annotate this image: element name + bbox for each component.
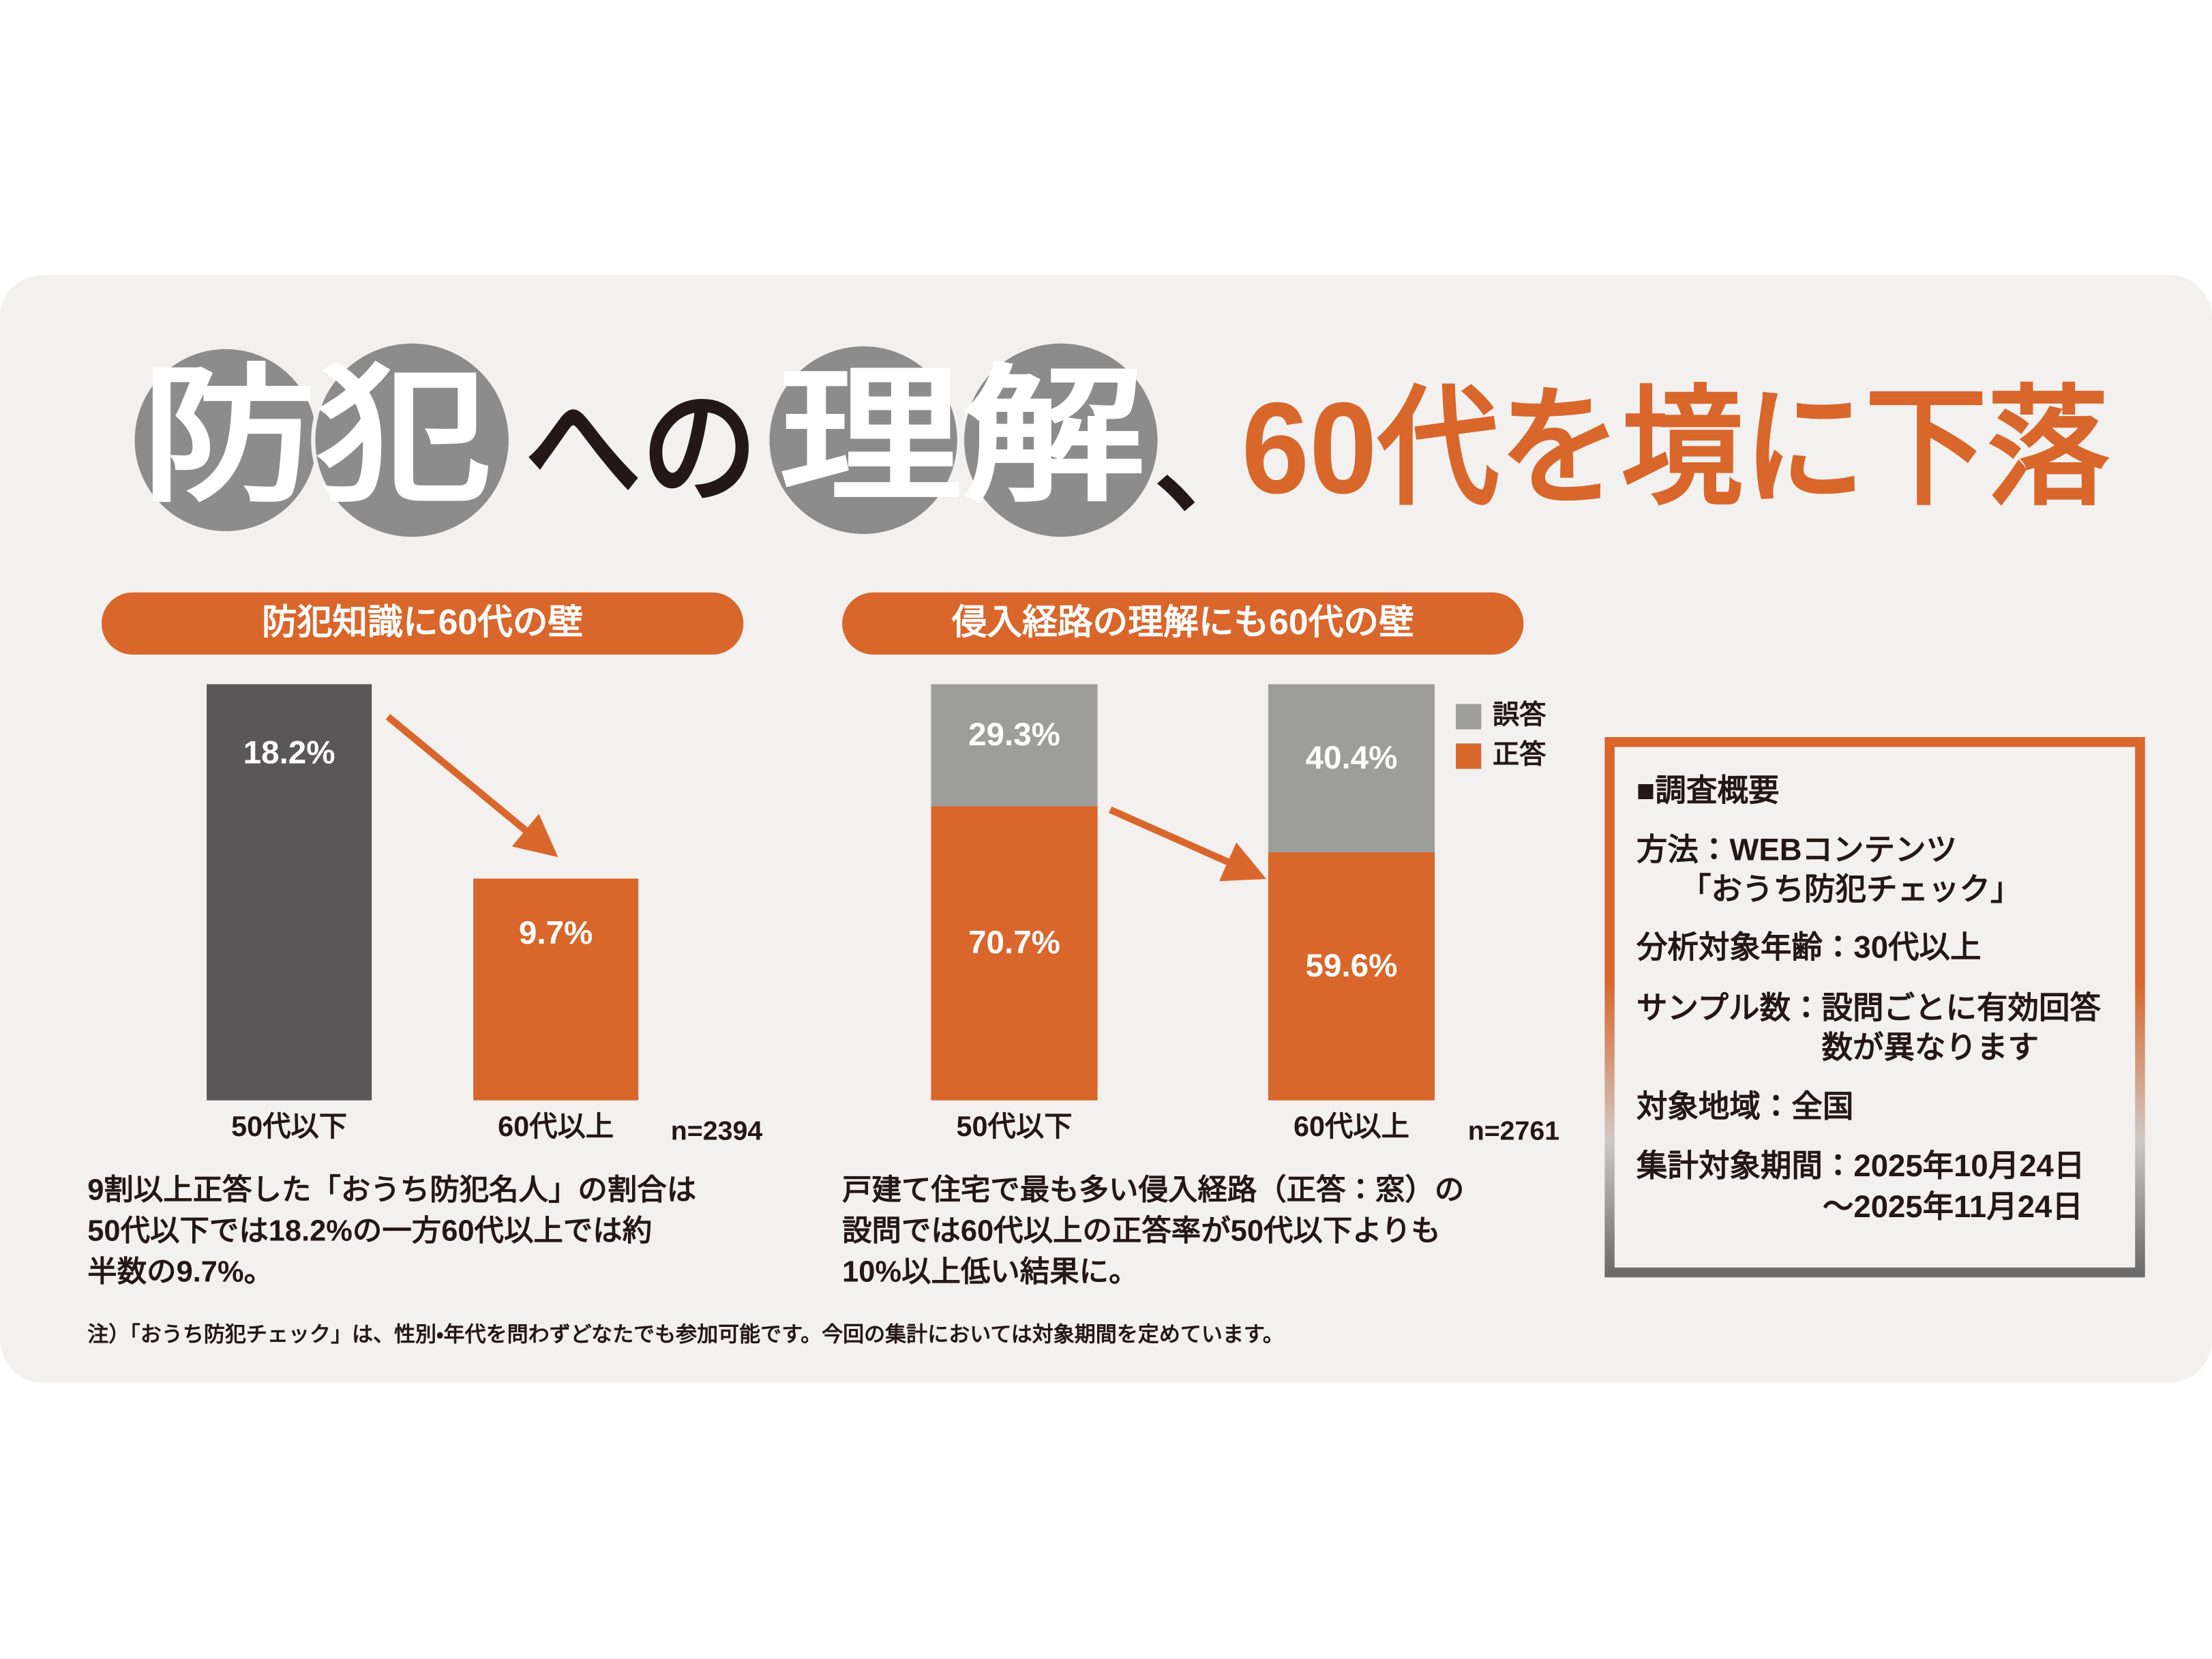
title-part: 、 [1154,401,1267,527]
summary-title: ■調査概要 [1636,773,1779,808]
summary-box [1604,736,2145,1278]
legend-label: 正答 [1493,738,1546,769]
caption: 戸建て住宅で最も多い侵入経路（正答：窓）の [842,1174,1464,1207]
value-label: 18.2% [243,734,335,771]
chart-title-bg [842,592,1524,655]
summary-value: 設問ごとに有効回答 [1822,990,2102,1025]
summary-value: 2025年10月24日 [1853,1148,2084,1183]
chart-title: 防犯知識に60代の壁 [262,602,583,642]
title-part: への [525,378,758,520]
summary-value: 数が異なります [1822,1030,2039,1064]
caption: 半数の9.7%。 [87,1256,273,1289]
caption: 50代以下では18.2%の一方60代以上では約 [87,1215,652,1248]
caption: 10%以上低い結果に。 [842,1256,1138,1289]
value-label: 40.4% [1306,740,1398,776]
bar [473,878,639,1101]
bar-segment [1268,852,1435,1101]
summary-value: ～2025年11月24日 [1823,1189,2083,1224]
legend-swatch [1456,743,1482,769]
category-label: 50代以下 [956,1111,1072,1142]
summary-value: 「おうち防犯チェック」 [1680,872,2022,907]
sample-size: n=2394 [671,1116,763,1146]
title-circles [130,339,1162,541]
value-label: 29.3% [968,717,1060,753]
summary-value: 30代以上 [1853,929,1981,964]
arrow [385,714,558,857]
note: 注）「おうち防犯チェック」は、性別・年代を問わずどなたでも参加可能です。今回の集… [87,1322,1284,1346]
caption: 設問では60代以上の正答率が50代以下よりも [842,1214,1441,1248]
value-label: 59.6% [1306,948,1398,984]
title-part: 防犯 [141,354,491,520]
title-part: 理解 [779,354,1146,520]
caption: 9割以上正答した「おうち防犯名人」の割合は [87,1174,696,1207]
summary-label: 集計対象期間： [1636,1148,1854,1183]
bar-segment [1268,684,1435,852]
chart-title: 侵入経路の理解にも60代の壁 [951,602,1414,642]
value-label: 70.7% [968,925,1060,961]
legend-label: 誤答 [1493,699,1546,730]
arrow [1109,806,1267,882]
category-label: 60代以上 [498,1111,614,1142]
bar-segment [931,684,1098,807]
summary-label: 対象地域： [1636,1089,1792,1124]
summary-label: 方法： [1636,833,1730,867]
chart-title-bg [101,592,744,655]
title-part: 60代を境に下落 [1242,376,2110,521]
legend-swatch [1456,704,1482,730]
summary-value: WEBコンテンツ [1729,833,1957,867]
category-label: 60代以上 [1294,1111,1409,1142]
sample-size: n=2761 [1468,1116,1559,1146]
value-label: 9.7% [519,915,593,951]
summary-label: 分析対象年齢： [1636,929,1854,964]
bar [207,684,372,1101]
category-label: 50代以下 [231,1111,347,1142]
summary-value: 全国 [1791,1089,1853,1124]
bar-segment [931,806,1098,1101]
summary-label: サンプル数： [1636,990,1822,1025]
